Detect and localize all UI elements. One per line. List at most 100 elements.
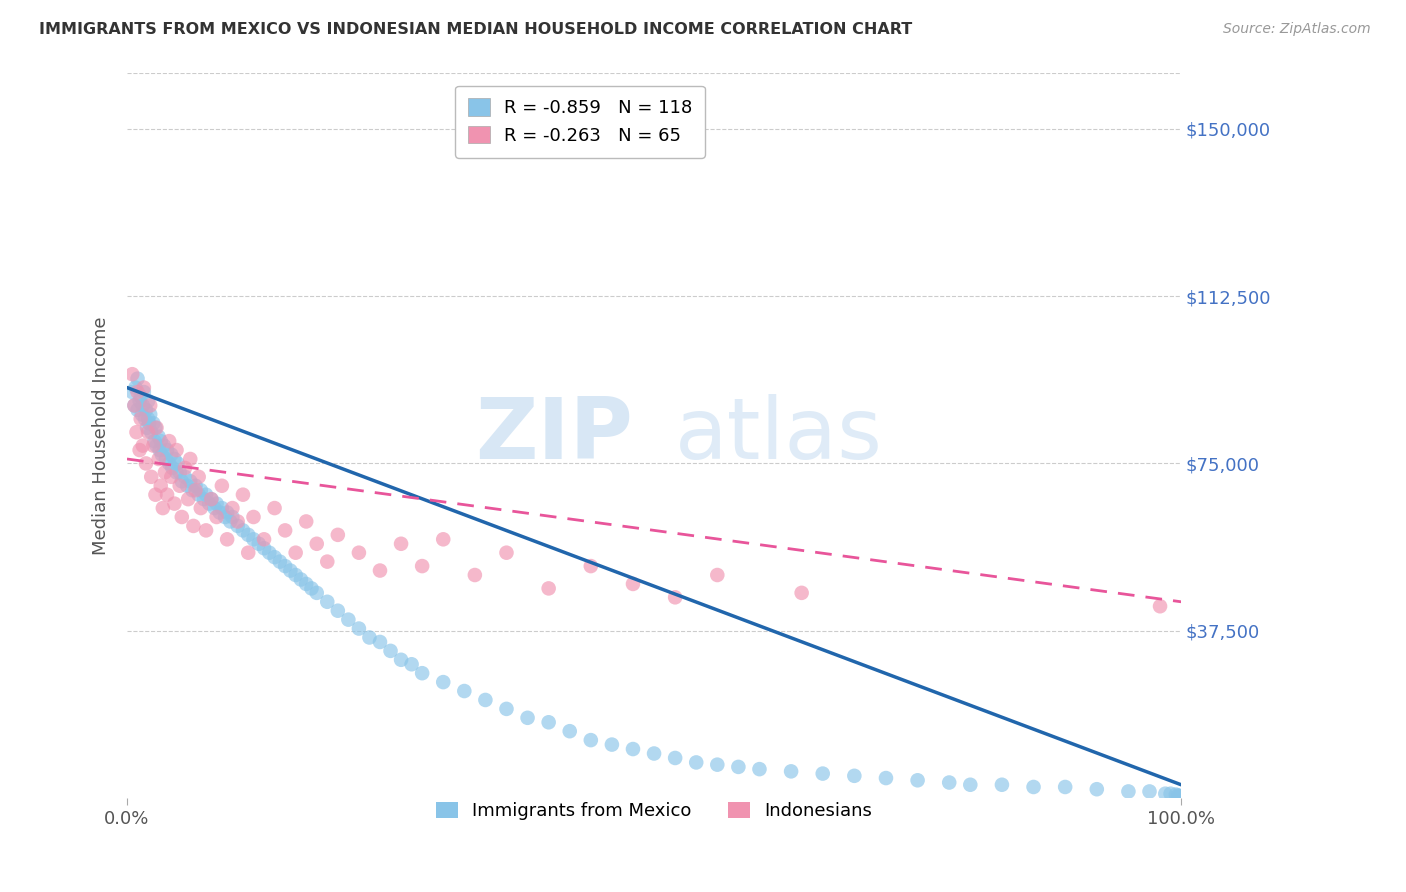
- Point: [169, 479, 191, 493]
- Point: [389, 537, 412, 551]
- Point: [205, 510, 228, 524]
- Point: [149, 434, 172, 449]
- Point: [316, 555, 339, 569]
- Point: [170, 510, 193, 524]
- Point: [152, 501, 174, 516]
- Point: [232, 488, 254, 502]
- Point: [177, 492, 200, 507]
- Point: [195, 488, 218, 502]
- Point: [907, 773, 929, 788]
- Point: [284, 546, 307, 560]
- Point: [401, 657, 423, 672]
- Point: [290, 573, 312, 587]
- Point: [432, 675, 454, 690]
- Point: [811, 766, 834, 780]
- Point: [326, 528, 349, 542]
- Point: [495, 702, 517, 716]
- Point: [368, 635, 391, 649]
- Point: [844, 769, 866, 783]
- Point: [537, 582, 560, 596]
- Point: [211, 479, 233, 493]
- Point: [124, 399, 146, 413]
- Point: [150, 448, 173, 462]
- Point: [139, 399, 162, 413]
- Point: [179, 475, 201, 489]
- Point: [125, 425, 148, 440]
- Point: [169, 466, 191, 480]
- Point: [190, 501, 212, 516]
- Point: [190, 483, 212, 498]
- Point: [217, 533, 239, 547]
- Point: [1170, 789, 1192, 804]
- Point: [132, 439, 155, 453]
- Point: [200, 492, 222, 507]
- Point: [163, 452, 186, 467]
- Point: [121, 385, 143, 400]
- Point: [142, 439, 165, 453]
- Point: [1022, 780, 1045, 794]
- Text: ZIP: ZIP: [475, 394, 633, 477]
- Point: [305, 586, 328, 600]
- Point: [148, 452, 170, 467]
- Point: [160, 448, 183, 462]
- Point: [432, 533, 454, 547]
- Point: [156, 488, 179, 502]
- Point: [790, 586, 813, 600]
- Point: [145, 421, 167, 435]
- Point: [124, 381, 146, 395]
- Point: [347, 546, 370, 560]
- Point: [380, 644, 402, 658]
- Point: [170, 475, 193, 489]
- Point: [205, 497, 228, 511]
- Point: [148, 430, 170, 444]
- Point: [706, 568, 728, 582]
- Point: [453, 684, 475, 698]
- Point: [263, 550, 285, 565]
- Point: [316, 595, 339, 609]
- Point: [221, 510, 243, 524]
- Point: [780, 764, 803, 779]
- Point: [579, 733, 602, 747]
- Point: [347, 622, 370, 636]
- Point: [128, 443, 150, 458]
- Point: [1149, 599, 1171, 614]
- Point: [706, 757, 728, 772]
- Point: [226, 515, 249, 529]
- Point: [295, 577, 318, 591]
- Point: [305, 537, 328, 551]
- Point: [1164, 788, 1187, 802]
- Point: [132, 385, 155, 400]
- Point: [284, 568, 307, 582]
- Point: [160, 470, 183, 484]
- Point: [200, 492, 222, 507]
- Point: [664, 591, 686, 605]
- Point: [1168, 789, 1191, 804]
- Point: [411, 559, 433, 574]
- Point: [141, 470, 163, 484]
- Point: [136, 394, 159, 409]
- Point: [247, 537, 270, 551]
- Point: [131, 408, 153, 422]
- Point: [219, 515, 242, 529]
- Point: [211, 501, 233, 516]
- Point: [198, 497, 221, 511]
- Point: [1085, 782, 1108, 797]
- Point: [411, 666, 433, 681]
- Point: [143, 434, 166, 449]
- Point: [464, 568, 486, 582]
- Text: atlas: atlas: [675, 394, 883, 477]
- Point: [280, 564, 302, 578]
- Point: [132, 399, 155, 413]
- Point: [253, 533, 276, 547]
- Point: [187, 470, 209, 484]
- Point: [217, 506, 239, 520]
- Point: [166, 443, 188, 458]
- Point: [359, 631, 381, 645]
- Point: [959, 778, 981, 792]
- Point: [139, 408, 162, 422]
- Point: [295, 515, 318, 529]
- Point: [193, 492, 215, 507]
- Point: [938, 775, 960, 789]
- Point: [204, 501, 226, 516]
- Point: [537, 715, 560, 730]
